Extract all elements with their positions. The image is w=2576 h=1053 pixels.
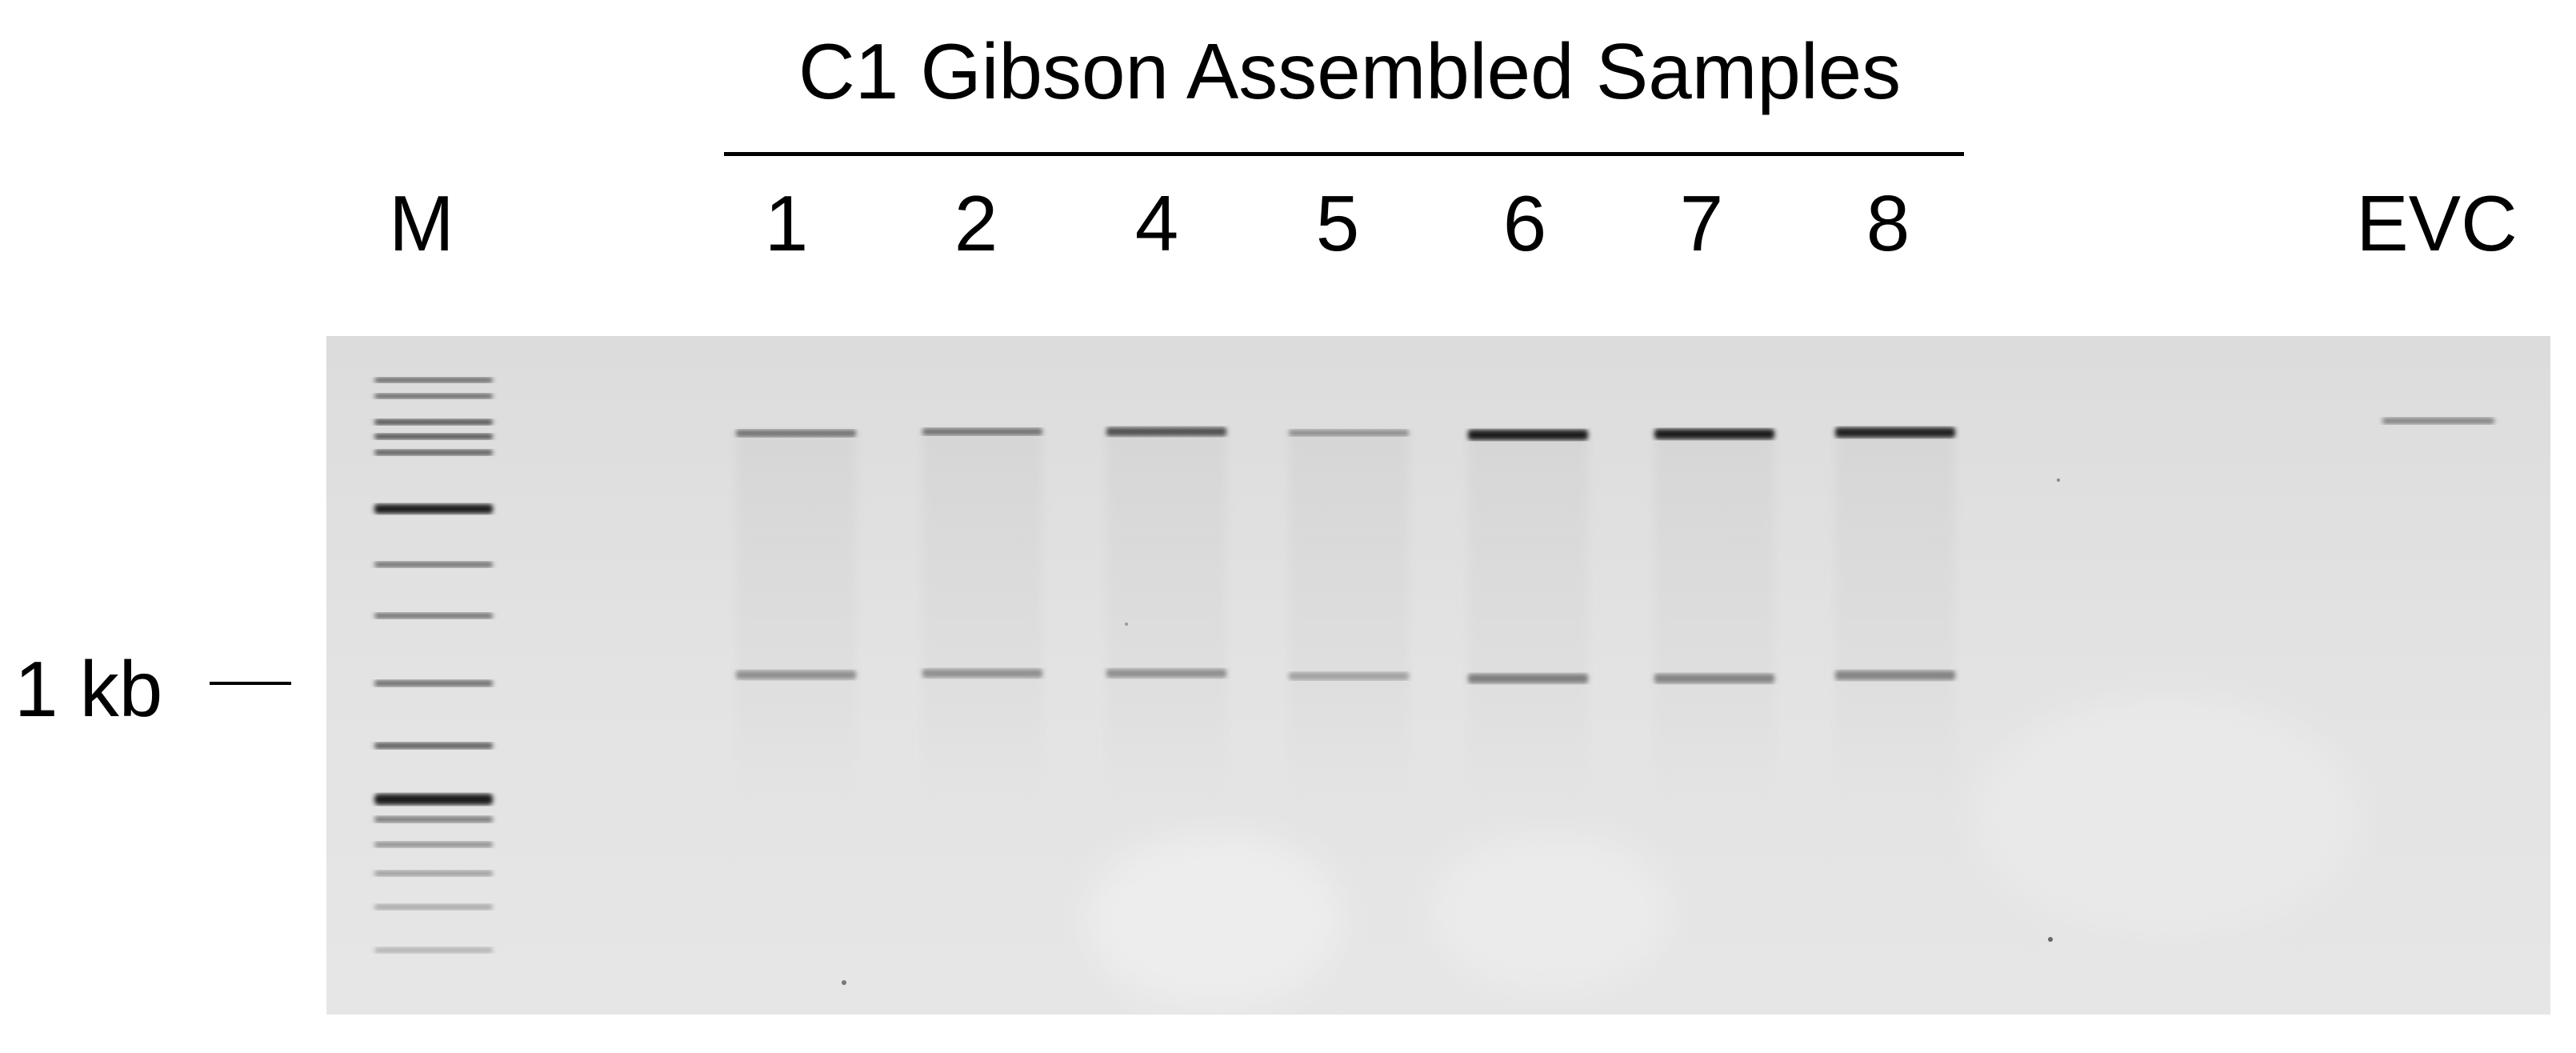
gel-title: C1 Gibson Assembled Samples [798, 27, 1902, 115]
lane-label-4: 4 [1134, 179, 1179, 267]
title-underline [724, 152, 1964, 156]
lane-label-evc: EVC [2356, 179, 2518, 267]
dust-specks [842, 478, 2060, 985]
lane-label-8: 8 [1866, 179, 1910, 267]
ladder-lane [374, 378, 493, 953]
size-marker-tick [210, 682, 291, 685]
upper-bands [736, 418, 2494, 440]
lane-label-7: 7 [1679, 179, 1724, 267]
lane-label-marker: M [389, 179, 454, 267]
gel-image [326, 336, 2550, 1015]
sample-smears [736, 432, 1955, 880]
size-marker-label: 1 kb [14, 645, 163, 733]
lane-label-5: 5 [1315, 179, 1360, 267]
lane-label-1: 1 [764, 179, 809, 267]
gel-svg [326, 336, 2550, 1015]
lane-label-2: 2 [954, 179, 998, 267]
lower-bands [736, 669, 1955, 683]
lane-label-6: 6 [1502, 179, 1547, 267]
